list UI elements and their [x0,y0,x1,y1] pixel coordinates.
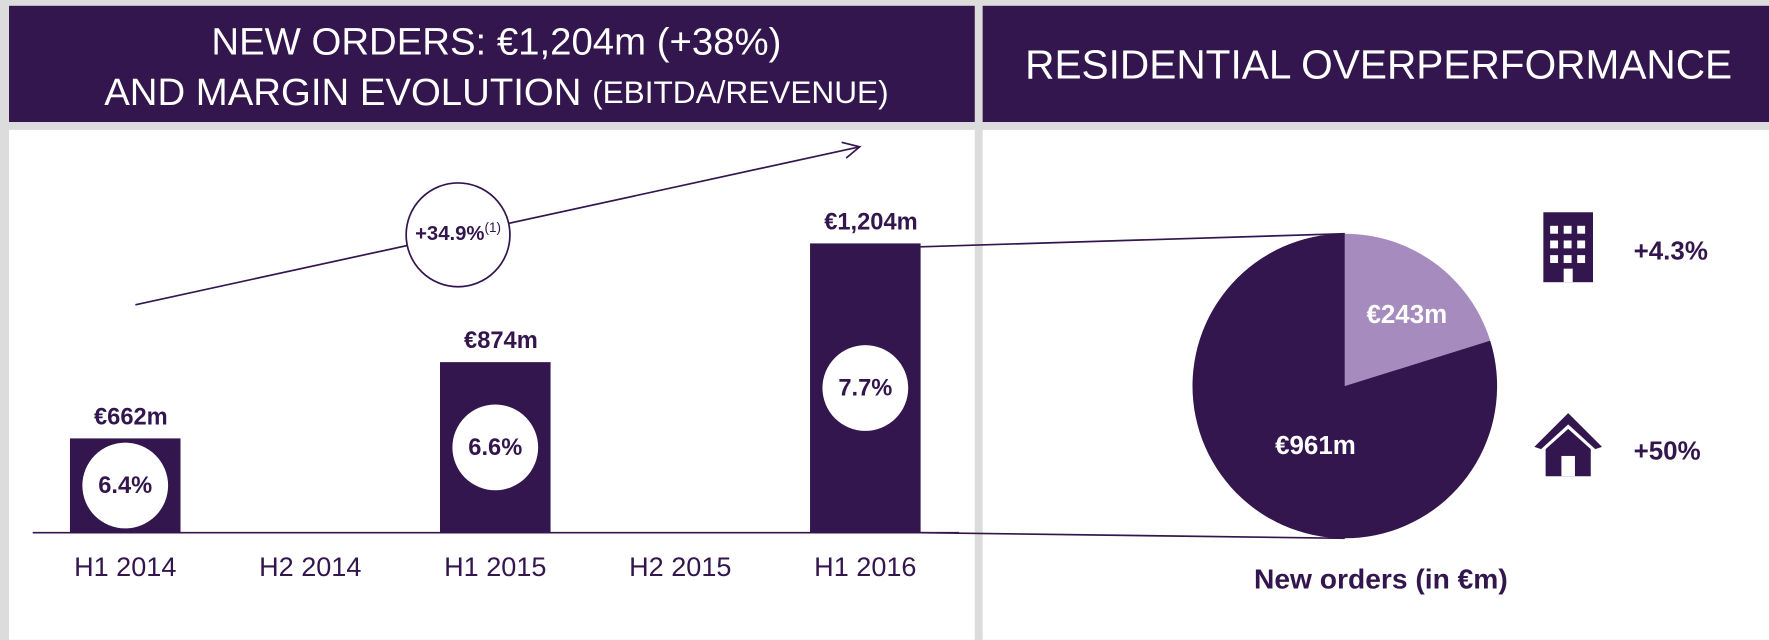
title-note: (EBITDA/REVENUE) [592,74,889,110]
arrow-head [841,141,862,159]
annotation: +34.9%(1) [415,220,501,246]
caption: New orders (in €m) [1254,563,1508,595]
right-header [982,5,1769,123]
margin-circle [452,404,539,491]
annotation-label: +34.9% [415,223,484,245]
title-main: AND MARGIN EVOLUTION [104,71,581,114]
building-icon [1543,212,1594,283]
x-tick-label: H1 2015 [444,551,546,582]
right-title: RESIDENTIAL OVERPERFORMANCE [1025,42,1732,88]
connector [920,232,1345,248]
connector [920,531,1345,540]
margin-circle [82,442,169,529]
margin-circle [822,345,909,431]
value-label: €1,204m [824,209,918,235]
slice-label: €243m [1366,301,1447,329]
x-tick-label: H2 2014 [259,551,361,582]
margin-label: 6.6% [468,435,522,461]
growth-label: +4.3% [1634,238,1708,266]
left-title-line2: AND MARGIN EVOLUTION (EBITDA/REVENUE) [104,71,888,114]
value-label: €662m [94,404,168,430]
annotation-note: (1) [484,220,501,235]
x-tick-label: H1 2014 [74,551,176,582]
left-header [9,5,975,123]
annotation-circle [405,182,511,288]
margin-label: 7.7% [838,375,892,401]
margin-label: 6.4% [98,473,152,499]
pie-slice [1344,233,1491,386]
x-tick-label: H2 2015 [629,551,731,582]
value-label: €874m [464,328,538,354]
house-icon [1534,413,1603,477]
pie-slice [1192,233,1498,539]
left-title-line1: NEW ORDERS: €1,204m (+38%) [211,20,781,63]
x-tick-label: H1 2016 [814,551,916,582]
growth-label: +50% [1634,437,1701,465]
slice-label: €961m [1275,432,1356,460]
